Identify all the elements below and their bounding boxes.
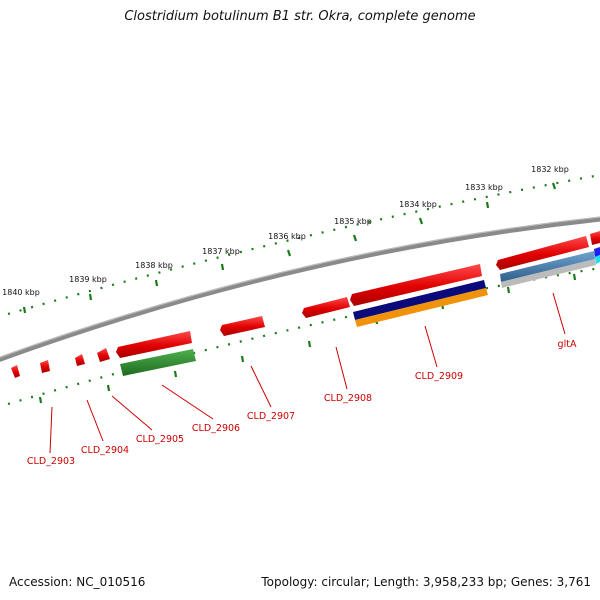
inner-tick-ring	[7, 266, 600, 406]
gene-label-cld-2909[interactable]: CLD_2909	[415, 371, 463, 382]
feature-orange[interactable]	[355, 288, 488, 327]
major-tick	[485, 201, 490, 209]
outer-tick-ring	[7, 173, 600, 316]
leader-line	[424, 325, 438, 368]
gene-arrow-cld-2907[interactable]	[220, 316, 265, 336]
leader-lines	[49, 292, 566, 454]
scale-label: 1838 kbp	[135, 261, 173, 270]
major-tick	[551, 182, 557, 190]
scale-label: 1832 kbp	[531, 165, 569, 174]
gene-label-gltA[interactable]: gltA	[558, 339, 577, 350]
major-tick	[22, 306, 27, 314]
scale-label: 1834 kbp	[399, 200, 437, 209]
gene-label-cld-2908[interactable]: CLD_2908	[324, 393, 372, 404]
map-title: Clostridium botulinum B1 str. Okra, comp…	[124, 9, 476, 24]
inner-major-ticks	[38, 273, 577, 404]
gene-arrow-gltA[interactable]	[496, 236, 589, 270]
scale-label: 1833 kbp	[465, 183, 503, 192]
genome-backbone	[0, 216, 600, 362]
outer-major-ticks	[22, 182, 557, 314]
major-tick	[352, 234, 358, 242]
major-tick	[307, 340, 312, 348]
gene-arrow-cld-2909[interactable]	[350, 264, 482, 306]
major-tick	[240, 355, 245, 363]
genome-backbone-highlight	[0, 216, 600, 358]
scale-labels: 1832 kbp 1833 kbp 1834 kbp 1835 kbp 1836…	[2, 165, 569, 297]
major-tick	[418, 217, 424, 225]
leader-line	[86, 399, 104, 442]
gene-arrow-cld-2906b[interactable]	[116, 331, 192, 358]
gene-arrow-cld-2906[interactable]	[97, 348, 110, 362]
major-tick	[154, 279, 159, 287]
gene-label-cld-2905[interactable]: CLD_2905	[136, 434, 184, 445]
major-tick	[88, 293, 93, 301]
major-tick	[286, 249, 292, 257]
gene-arrow-cld-2905[interactable]	[75, 354, 85, 366]
gene-labels: CLD_2903 CLD_2904 CLD_2905 CLD_2906 CLD_…	[27, 339, 577, 467]
major-tick	[506, 286, 511, 294]
gene-label-cld-2904[interactable]: CLD_2904	[81, 445, 129, 456]
leader-line	[111, 395, 153, 431]
gene-label-cld-2906[interactable]: CLD_2906	[192, 423, 240, 434]
leader-line	[335, 346, 348, 390]
leader-line	[49, 406, 53, 454]
feature-cyan-edge[interactable]	[595, 255, 600, 264]
gene-arrow-edge[interactable]	[590, 231, 600, 245]
gene-label-cld-2907[interactable]: CLD_2907	[247, 411, 295, 422]
feature-tracks	[120, 247, 600, 376]
leader-line	[250, 365, 272, 408]
feature-silver[interactable]	[501, 259, 596, 288]
scale-label: 1837 kbp	[202, 247, 240, 256]
feature-navy[interactable]	[353, 280, 486, 320]
accession-text: Accession: NC_010516	[9, 575, 146, 589]
gene-arrow-cld-2908[interactable]	[302, 297, 350, 318]
gene-arrow-cld-2903[interactable]	[11, 365, 20, 378]
scale-label: 1836 kbp	[268, 232, 306, 241]
major-tick	[106, 384, 111, 392]
leader-line	[161, 384, 214, 420]
major-tick	[38, 396, 43, 404]
major-tick	[173, 370, 178, 378]
scale-label: 1840 kbp	[2, 288, 40, 297]
gene-label-cld-2903[interactable]: CLD_2903	[27, 456, 75, 467]
leader-line	[552, 292, 566, 335]
major-tick	[572, 273, 577, 281]
scale-label: 1835 kbp	[334, 217, 372, 226]
feature-green[interactable]	[120, 349, 196, 376]
forward-genes	[11, 231, 600, 378]
genome-summary-text: Topology: circular; Length: 3,958,233 bp…	[261, 575, 591, 589]
gene-arrow-cld-2904[interactable]	[40, 360, 50, 373]
scale-label: 1839 kbp	[69, 275, 107, 284]
feature-blue-edge[interactable]	[594, 247, 600, 257]
feature-steelblue[interactable]	[500, 251, 595, 282]
major-tick	[220, 263, 225, 271]
